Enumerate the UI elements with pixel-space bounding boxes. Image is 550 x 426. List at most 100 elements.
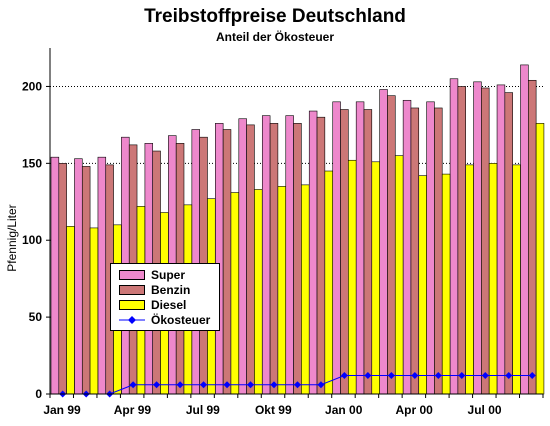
bar-diesel [301,184,310,395]
bar-diesel [348,159,357,395]
bar-diesel [66,226,75,395]
x-tick-label: Jan 00 [325,403,363,417]
bar-benzin [81,166,91,395]
bar-diesel [394,155,404,395]
bar-diesel [465,164,474,395]
oekosteuer-line [59,372,536,398]
bar-benzin [222,129,232,395]
bar-diesel [488,163,498,395]
bar-diesel [277,186,286,395]
chart-title: Treibstoffpreise Deutschland [144,6,406,27]
bar-benzin [340,109,349,395]
point-oekosteuer [411,372,419,380]
chart-subtitle: Anteil der Ökosteuer [215,30,335,44]
bar-diesel [418,175,427,395]
bar-benzin [269,123,279,395]
x-tick-label: Jul 00 [468,403,502,417]
x-tick-label: Jan 99 [43,403,81,417]
bar-super [473,81,482,395]
point-oekosteuer [247,381,255,389]
bar-benzin [481,87,490,395]
legend-label-diesel: Diesel [151,298,187,312]
bar-super [50,156,60,395]
legend-label-super: Super [151,268,186,282]
legend-swatch-super [119,270,145,280]
bar-super [308,110,318,395]
bar-super [520,64,529,395]
bar-super [379,89,388,395]
legend-item-oekosteuer: Ökosteuer [115,313,215,327]
bars [50,64,545,395]
bar-super [215,123,224,395]
x-tick-label: Apr 99 [114,403,152,417]
bar-diesel [89,227,99,395]
bar-benzin [363,109,373,395]
bar-super [97,156,107,395]
x-tick-label: Okt 99 [255,403,292,417]
bar-diesel [441,173,451,395]
point-oekosteuer [293,381,301,389]
y-tick-label: 150 [22,156,42,170]
legend-item-diesel: Diesel [115,298,215,312]
y-tick-label: 200 [22,79,42,93]
legend-swatch-diesel [119,300,145,310]
bar-super [332,101,341,395]
point-oekosteuer [129,381,137,389]
legend-label-benzin: Benzin [151,283,191,297]
point-oekosteuer [223,381,231,389]
bar-benzin [528,79,537,395]
bar-diesel [371,161,380,395]
bar-diesel [254,189,263,395]
bar-super [496,84,506,395]
point-oekosteuer [153,381,161,389]
point-oekosteuer [434,372,442,380]
point-oekosteuer [340,372,348,380]
legend-label-oekosteuer: Ökosteuer [151,313,211,327]
legend-item-super: Super [115,268,215,282]
legend-item-benzin: Benzin [115,283,215,297]
bar-super [238,118,247,395]
y-tick-label: 50 [29,310,43,324]
bar-diesel [324,170,333,395]
y-tick-label: 100 [22,233,42,247]
bar-super [449,78,459,395]
bar-super [355,101,365,395]
axes [49,48,543,395]
bar-diesel [230,192,240,395]
point-oekosteuer [176,381,184,389]
x-tick-label: Jul 99 [186,403,220,417]
bar-benzin [504,92,513,395]
bar-diesel [535,123,545,395]
bar-super [285,115,294,395]
y-ticks: 0 50 100 150 200 [22,79,50,401]
y-tick-label: 0 [35,387,42,401]
legend-swatch-benzin [119,285,145,295]
bar-benzin [434,107,443,395]
bar-benzin [410,107,420,395]
point-oekosteuer [317,381,325,389]
bar-benzin [293,123,302,395]
legend: Super Benzin Diesel Ökosteuer [110,263,220,331]
legend-line-marker [119,316,145,324]
point-oekosteuer [528,372,536,380]
x-ticks: Jan 99 Apr 99 Jul 99 Okt 99 Jan 00 Apr 00 Jul … [43,394,544,417]
bar-diesel [512,164,521,395]
point-oekosteuer [270,381,278,389]
bar-benzin [246,124,255,395]
bar-benzin [457,86,466,395]
bar-super [426,101,435,395]
point-oekosteuer [387,372,395,380]
point-oekosteuer [481,372,489,380]
bar-benzin [58,163,67,395]
point-oekosteuer [364,372,372,380]
point-oekosteuer [505,372,513,380]
point-oekosteuer [458,372,466,380]
bar-super [402,99,412,395]
x-tick-label: Apr 00 [395,403,433,417]
bar-benzin [387,95,396,395]
bar-super [261,115,271,395]
bar-super [191,129,200,395]
bar-super [74,158,83,395]
bar-benzin [316,116,326,395]
